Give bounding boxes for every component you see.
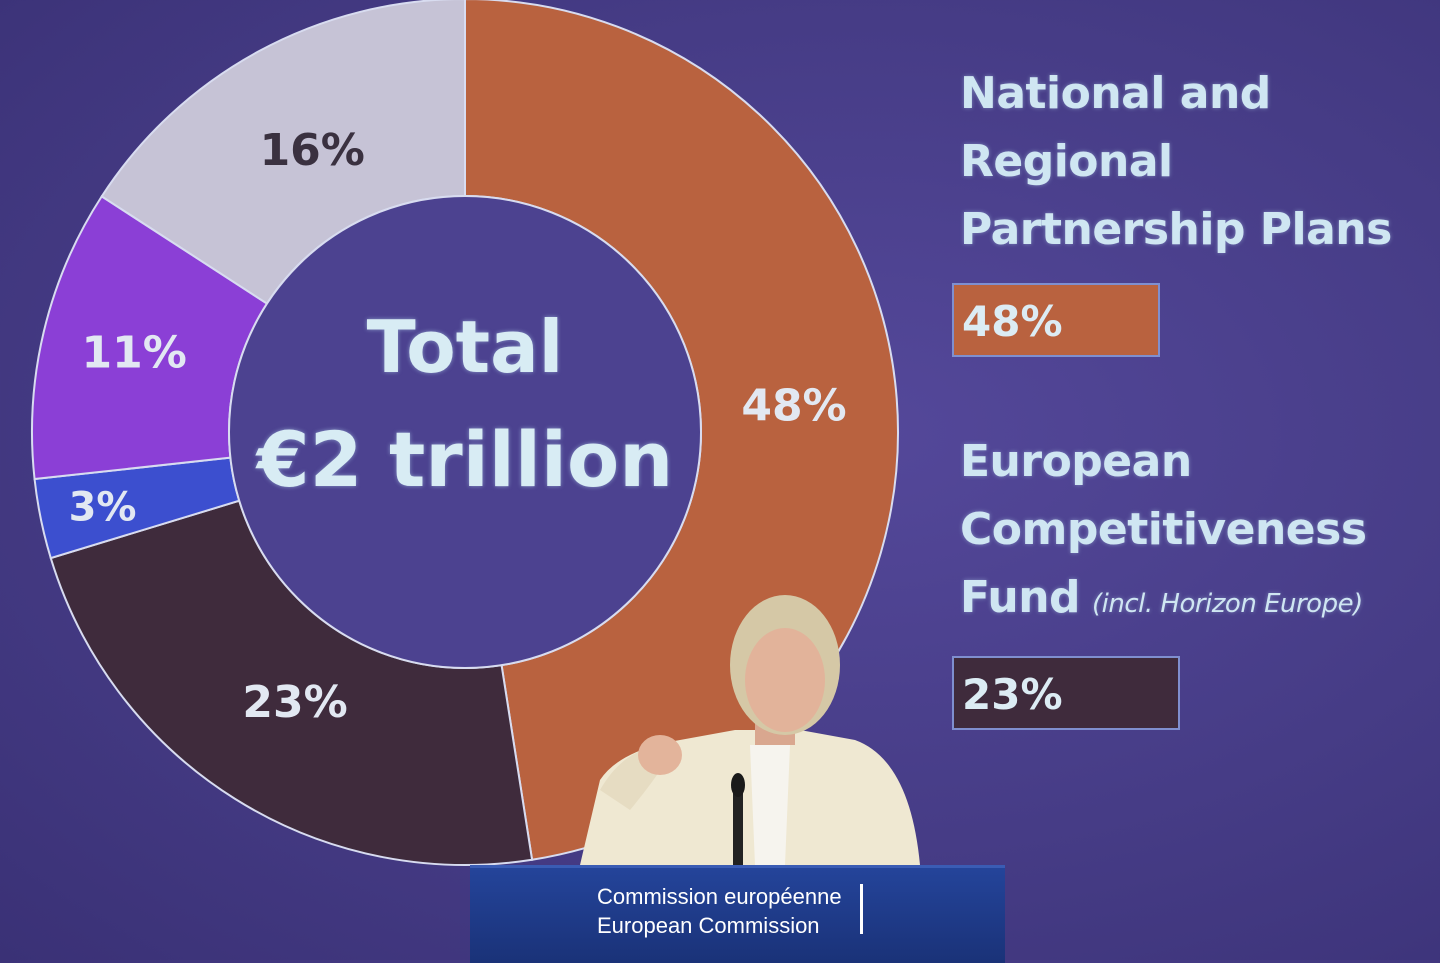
legend-value-23: 23%	[952, 656, 1180, 730]
podium-text-english: European Commission	[597, 913, 820, 938]
center-label-total: Total	[366, 305, 564, 389]
legend-note: (incl. Horizon Europe)	[1092, 589, 1363, 619]
podium-text-french: Commission européenne	[597, 884, 842, 909]
center-label-amount: €2 trillion	[256, 415, 674, 504]
legend-line: Fund	[960, 572, 1081, 623]
legend-line: Regional	[960, 136, 1173, 187]
legend-title-competitiveness-fund: European Competitiveness Fund (incl. Hori…	[960, 428, 1367, 638]
legend-title-partnership-plans: National and Regional Partnership Plans	[960, 60, 1392, 264]
slice-label: 11%	[82, 327, 187, 378]
podium-divider	[860, 884, 863, 934]
podium: Commission européenne European Commissio…	[470, 865, 1005, 963]
slice-label: 23%	[242, 677, 347, 728]
donut-hole	[228, 195, 702, 669]
legend-line: Competitiveness	[960, 504, 1367, 555]
slice-label: 3%	[69, 484, 137, 530]
slice-label: 16%	[260, 125, 365, 176]
legend-value-48: 48%	[952, 283, 1160, 357]
legend-line: Partnership Plans	[960, 204, 1392, 255]
legend-line: National and	[960, 68, 1271, 119]
legend-line: European	[960, 436, 1192, 487]
speaker	[580, 595, 920, 868]
slice-label: 48%	[741, 380, 846, 431]
